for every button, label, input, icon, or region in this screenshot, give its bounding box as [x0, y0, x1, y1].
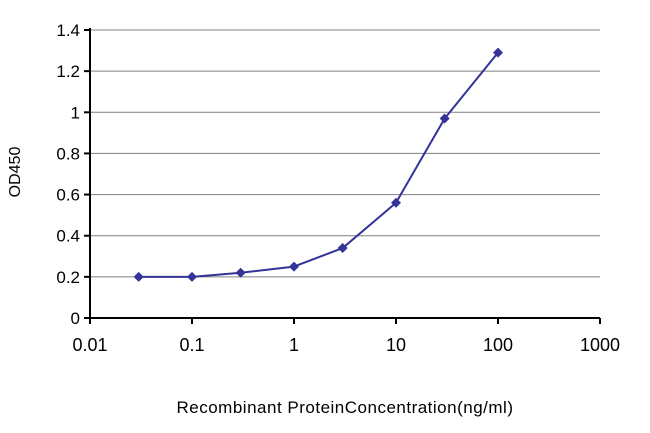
x-tick-label: 1000 [580, 335, 620, 355]
x-tick-label: 100 [483, 335, 513, 355]
y-tick-label: 0.8 [56, 144, 80, 163]
y-tick-label: 1 [71, 103, 80, 122]
data-point-marker [391, 197, 401, 208]
y-axis-title: OD450 [7, 146, 24, 198]
data-point-marker [493, 47, 503, 58]
data-point-marker [133, 271, 144, 282]
y-tick-label: 0.2 [56, 268, 80, 287]
y-tick-label: 0.4 [56, 227, 80, 246]
x-tick-label: 0.01 [72, 335, 107, 355]
data-point-marker [337, 243, 348, 254]
y-tick-label: 0 [71, 309, 80, 328]
x-tick-label: 1 [289, 335, 299, 355]
x-tick-label: 0.1 [179, 335, 204, 355]
y-tick-label: 0.6 [56, 186, 80, 205]
data-line [138, 51, 499, 278]
data-point-marker [289, 261, 299, 272]
data-point-marker [235, 267, 246, 278]
x-tick-label: 10 [386, 335, 406, 355]
x-axis-title: Recombinant ProteinConcentration(ng/ml) [176, 398, 514, 417]
y-tick-label: 1.4 [56, 21, 80, 40]
data-point-marker [439, 113, 450, 124]
data-point-marker [187, 271, 197, 282]
y-tick-label: 1.2 [56, 62, 80, 81]
